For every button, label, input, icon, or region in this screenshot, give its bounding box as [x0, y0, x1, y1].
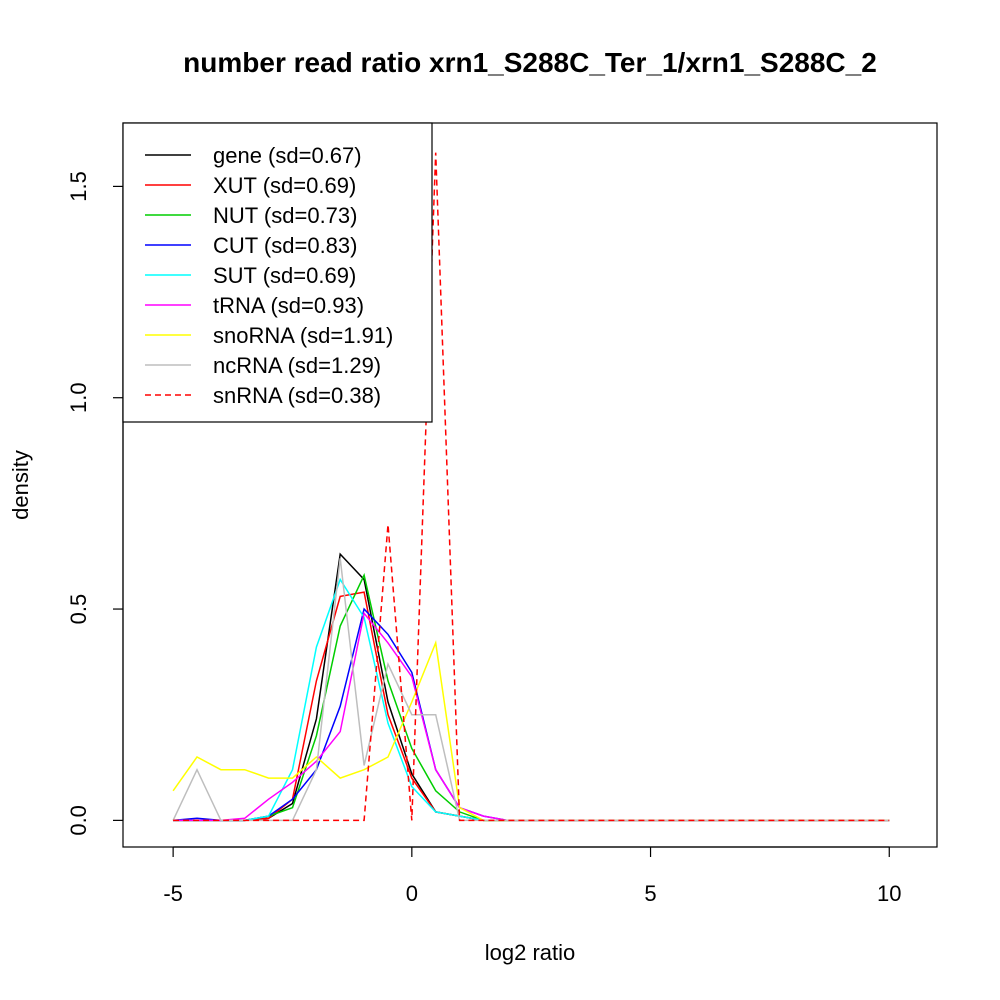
chart-title: number read ratio xrn1_S288C_Ter_1/xrn1_… — [183, 47, 877, 78]
x-tick-label: 10 — [877, 881, 901, 906]
legend-label-0: gene (sd=0.67) — [213, 143, 362, 168]
legend-label-2: NUT (sd=0.73) — [213, 203, 357, 228]
legend-label-8: snRNA (sd=0.38) — [213, 383, 381, 408]
x-tick-label: -5 — [163, 881, 183, 906]
y-axis-label: density — [8, 450, 33, 520]
legend-label-6: snoRNA (sd=1.91) — [213, 323, 393, 348]
legend: gene (sd=0.67) XUT (sd=0.69) NUT (sd=0.73)… — [122, 122, 433, 423]
series-line-8 — [173, 152, 890, 822]
series-line-5 — [173, 611, 890, 822]
legend-box — [122, 122, 433, 423]
y-tick-label: 1.0 — [66, 382, 91, 413]
plot-area — [172, 152, 890, 822]
legend-label-4: SUT (sd=0.69) — [213, 263, 356, 288]
y-tick-label: 1.5 — [66, 171, 91, 202]
axes: -5 0 5 10 0.0 0.5 1.0 1.5 — [66, 122, 938, 906]
y-tick-label: 0.0 — [66, 805, 91, 836]
x-tick-label: 5 — [644, 881, 656, 906]
x-tick-label: 0 — [406, 881, 418, 906]
legend-label-3: CUT (sd=0.83) — [213, 233, 357, 258]
y-tick-label: 0.5 — [66, 594, 91, 625]
legend-label-1: XUT (sd=0.69) — [213, 173, 356, 198]
x-axis-label: log2 ratio — [485, 940, 576, 965]
legend-label-5: tRNA (sd=0.93) — [213, 293, 364, 318]
legend-label-7: ncRNA (sd=1.29) — [213, 353, 381, 378]
